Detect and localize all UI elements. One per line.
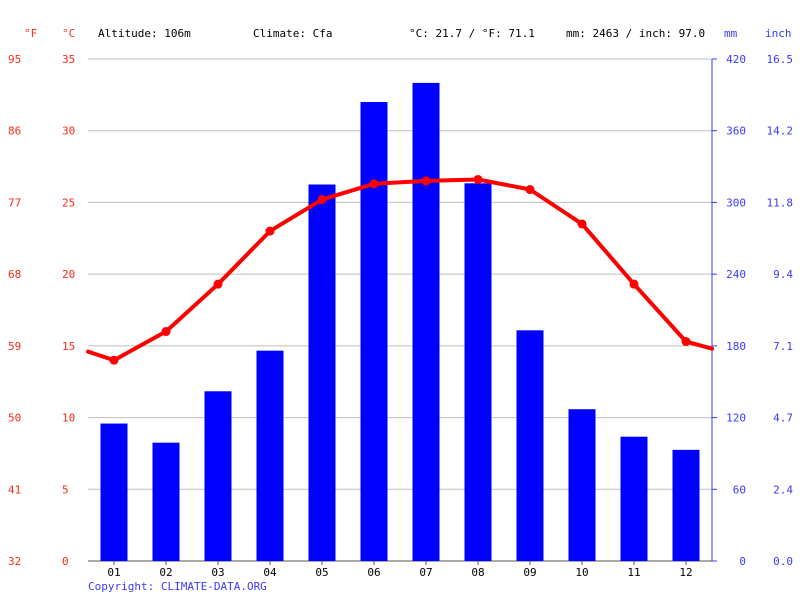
y-right-inch-tick-label: 7.1 bbox=[773, 340, 793, 353]
precipitation-bar bbox=[360, 102, 388, 562]
y-right-mm-tick-label: 120 bbox=[726, 412, 746, 425]
x-tick-label: 07 bbox=[419, 566, 432, 579]
y-right-inch-tick-label: 0.0 bbox=[773, 555, 793, 568]
temperature-point bbox=[421, 176, 431, 186]
x-tick-label: 09 bbox=[523, 566, 536, 579]
temperature-point bbox=[161, 327, 171, 337]
precipitation-bar bbox=[672, 449, 700, 561]
temperature-point bbox=[369, 179, 379, 189]
precipitation-bar bbox=[308, 184, 336, 561]
x-tick-label: 12 bbox=[679, 566, 692, 579]
temperature-line bbox=[86, 174, 714, 365]
y-left-f-tick-label: 68 bbox=[8, 268, 21, 281]
mm-unit-label: mm bbox=[724, 27, 738, 40]
y-right-mm-tick-label: 420 bbox=[726, 53, 746, 66]
temperature-point bbox=[629, 279, 639, 289]
x-tick-label: 03 bbox=[211, 566, 224, 579]
precipitation-bar bbox=[568, 409, 596, 561]
y-left-f-tick-label: 32 bbox=[8, 555, 21, 568]
inch-unit-label: inch bbox=[765, 27, 792, 40]
celsius-unit-label: °C bbox=[62, 27, 76, 40]
y-left-c-tick-label: 15 bbox=[62, 340, 75, 353]
y-left-c-tick-label: 35 bbox=[62, 53, 75, 66]
y-right-inch-tick-label: 4.7 bbox=[773, 412, 793, 425]
y-left-f-tick-label: 50 bbox=[8, 412, 21, 425]
y-left-c-tick-label: 5 bbox=[62, 483, 69, 496]
precipitation-bar bbox=[516, 330, 544, 561]
y-right-inch-tick-label: 2.4 bbox=[773, 483, 793, 496]
y-left-c-tick-label: 25 bbox=[62, 196, 75, 209]
grid-lines bbox=[88, 58, 712, 490]
temperature-point bbox=[577, 219, 587, 229]
x-tick-label: 11 bbox=[627, 566, 640, 579]
average-temperature-label: °C: 21.7 / °F: 71.1 bbox=[409, 27, 535, 40]
temperature-point bbox=[317, 195, 327, 205]
temperature-point bbox=[213, 279, 223, 289]
precipitation-bar bbox=[412, 82, 440, 562]
copyright-text: Copyright: CLIMATE-DATA.ORG bbox=[88, 580, 267, 593]
y-left-c-tick-label: 10 bbox=[62, 412, 75, 425]
y-right-inch-tick-label: 9.4 bbox=[773, 268, 793, 281]
y-left-c-tick-label: 20 bbox=[62, 268, 75, 281]
temperature-line-path bbox=[86, 177, 714, 363]
y-right-mm-tick-label: 300 bbox=[726, 196, 746, 209]
precipitation-bar bbox=[464, 183, 492, 562]
y-right-mm-tick-label: 240 bbox=[726, 268, 746, 281]
temperature-point bbox=[473, 174, 483, 184]
precipitation-bar bbox=[620, 436, 648, 561]
y-left-f-tick-label: 41 bbox=[8, 483, 21, 496]
y-right-mm-tick-label: 360 bbox=[726, 125, 746, 138]
precipitation-bar bbox=[204, 391, 232, 561]
tick-labels: 32 0 0 0.0 41 5 60 2.4 50 10 120 4.7 59 15 180 7.1 68 20 2… bbox=[8, 53, 793, 579]
climate-label: Climate: Cfa bbox=[253, 27, 333, 40]
y-left-f-tick-label: 59 bbox=[8, 340, 21, 353]
y-left-c-tick-label: 30 bbox=[62, 125, 75, 138]
x-tick-label: 06 bbox=[367, 566, 380, 579]
x-tick-label: 02 bbox=[159, 566, 172, 579]
x-tick-label: 01 bbox=[107, 566, 120, 579]
x-tick-label: 10 bbox=[575, 566, 588, 579]
y-left-f-tick-label: 95 bbox=[8, 53, 21, 66]
altitude-label: Altitude: 106m bbox=[98, 27, 191, 40]
y-right-mm-tick-label: 60 bbox=[733, 483, 746, 496]
y-left-f-tick-label: 86 bbox=[8, 125, 21, 138]
y-left-c-tick-label: 0 bbox=[62, 555, 69, 568]
temperature-point bbox=[525, 185, 535, 195]
x-tick-label: 08 bbox=[471, 566, 484, 579]
y-right-mm-tick-label: 0 bbox=[739, 555, 746, 568]
temperature-point bbox=[265, 226, 275, 236]
temperature-point bbox=[681, 337, 691, 347]
y-right-inch-tick-label: 16.5 bbox=[767, 53, 794, 66]
precipitation-bar bbox=[256, 350, 284, 561]
precipitation-bar bbox=[100, 423, 128, 561]
y-right-inch-tick-label: 11.8 bbox=[767, 196, 794, 209]
x-tick-label: 04 bbox=[263, 566, 277, 579]
precipitation-bars bbox=[100, 82, 700, 562]
total-precipitation-label: mm: 2463 / inch: 97.0 bbox=[566, 27, 706, 40]
axes bbox=[88, 58, 717, 565]
precipitation-bar bbox=[152, 442, 180, 561]
x-tick-label: 05 bbox=[315, 566, 328, 579]
y-left-f-tick-label: 77 bbox=[8, 196, 21, 209]
y-right-inch-tick-label: 14.2 bbox=[767, 125, 794, 138]
y-right-mm-tick-label: 180 bbox=[726, 340, 746, 353]
temperature-point bbox=[109, 355, 119, 365]
fahrenheit-unit-label: °F bbox=[24, 27, 38, 40]
